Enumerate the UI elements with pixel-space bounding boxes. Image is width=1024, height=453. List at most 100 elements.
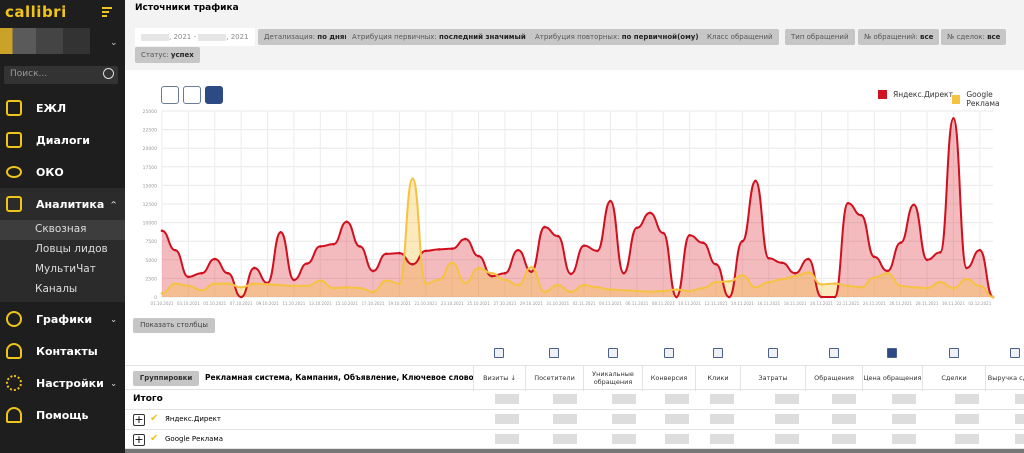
column-chart-icon[interactable] [549,348,559,358]
line-chart-button[interactable] [161,86,179,104]
table-row[interactable]: + ✔ Google Реклама [125,430,1024,449]
filter-status[interactable]: Статус: успех [135,47,200,63]
total-label: Итого [133,394,163,404]
blurred-cell [892,414,916,424]
y-tick-label: 5000 [146,258,158,264]
table-row[interactable]: + ✔ Яндекс.Директ [125,410,1024,430]
filters-bar: Источники трафика , 2021 - , 2021 Детали… [125,0,1024,70]
data-point [173,282,177,285]
data-point [793,274,797,278]
data-point [516,283,520,287]
legend-label: Google Реклама [966,90,1000,108]
x-tick-label: 15.10.2021 [335,301,358,306]
column-chart-icon[interactable] [607,348,618,358]
column-header[interactable]: Уникальные обращения [583,366,642,391]
sidebar-subitem-multichat[interactable]: МультиЧат [0,260,125,280]
sidebar-item-charts[interactable]: Графики ⌄ [0,303,125,335]
column-header[interactable]: Сделки [922,366,985,391]
x-tick-label: 24.11.2021 [863,301,886,306]
legend-google[interactable]: Google Реклама [952,90,1024,108]
x-tick-label: 30.11.2021 [942,301,965,306]
filter-detail[interactable]: Детализация: по дням [258,29,357,45]
blurred-cell [612,394,636,404]
legend-swatch [878,90,887,99]
chevron-down-icon: ⌄ [110,378,117,388]
data-point [714,280,718,284]
column-chart-icon[interactable] [1010,348,1020,358]
data-point [595,249,599,253]
column-chart-icon[interactable] [887,348,897,358]
menu-icon[interactable] [102,7,112,19]
sidebar-item-contacts[interactable]: Контакты [0,335,125,367]
data-point [820,283,823,286]
blurred-cell [495,434,519,444]
search-icon[interactable] [103,68,114,79]
column-chart-icon[interactable] [948,348,959,358]
legend-yandex[interactable]: Яндекс.Директ [878,90,953,99]
filter-attribution-primary[interactable]: Атрибуция первичных: последний значимый [346,29,532,45]
data-point [754,179,757,183]
search-input[interactable]: Поиск... [4,66,118,84]
column-header[interactable]: Визиты ↓ [473,366,525,391]
show-columns-button[interactable]: Показать столбцы [133,318,215,333]
groupings-button[interactable]: Группировки [133,371,199,386]
sidebar-item-ejl[interactable]: ЕЖЛ [0,92,125,124]
x-tick-label: 08.11.2021 [652,301,675,306]
data-point [978,248,982,252]
x-tick-label: 22.11.2021 [836,301,859,306]
filter-request-number[interactable]: № обращений: все [858,29,940,45]
sidebar-item-dialogs[interactable]: Диалоги [0,124,125,156]
sidebar-item-oko[interactable]: ОКО [0,156,125,188]
column-chart-icon[interactable] [828,348,839,358]
horizontal-scrollbar[interactable] [125,449,1024,453]
column-header[interactable]: Цена обращения [862,366,922,391]
filter-deal-number[interactable]: № сделок: все [941,29,1007,45]
column-chart-icon[interactable] [494,348,504,358]
data-point [490,271,494,275]
data-point [516,248,520,252]
sidebar-subitem-channels[interactable]: Каналы [0,280,125,302]
sidebar-item-analytics[interactable]: Аналитика ^ [0,188,125,220]
column-header[interactable]: Конверсия [642,366,695,391]
column-header[interactable]: Выручка сделка [985,366,1024,391]
blurred-cell [775,434,799,444]
pie-chart-button[interactable] [183,86,201,104]
data-point [292,278,296,282]
page-title: Источники трафика [135,3,239,13]
column-header[interactable]: Обращения [805,366,862,391]
area-chart-button[interactable] [205,86,223,104]
column-header[interactable]: Посетители [525,366,583,391]
data-point [253,266,256,270]
data-point [160,229,164,233]
filter-attribution-repeat[interactable]: Атрибуция повторных: по первичной(ому) [529,29,705,45]
column-chart-icon[interactable] [712,348,723,358]
legend-swatch [952,94,961,104]
data-point [424,249,428,253]
expand-icon[interactable]: + [133,433,145,446]
expand-icon[interactable]: + [133,413,145,426]
filter-request-type[interactable]: Тип обращений [785,29,855,45]
data-point [872,255,876,259]
line-google [161,177,994,298]
column-chart-icon[interactable] [767,348,778,358]
chevron-down-icon[interactable]: ⌄ [110,38,118,48]
account-selector[interactable] [0,28,90,54]
sidebar-subitem-skvoznaya[interactable]: Сквозная [0,220,125,240]
data-point [833,295,837,299]
data-point [450,247,454,250]
chat-icon [6,132,22,148]
y-tick-label: 22500 [143,128,157,134]
data-point [226,271,230,275]
filter-request-class[interactable]: Класс обращений [701,29,779,45]
sidebar-item-settings[interactable]: Настройки ⌄ [0,367,125,399]
column-header[interactable]: Затраты [740,366,805,391]
x-tick-label: 13.10.2021 [309,301,332,306]
sidebar-item-help[interactable]: Помощь [0,399,125,431]
x-tick-label: 25.10.2021 [467,301,490,306]
column-chart-icon[interactable] [663,348,674,358]
date-range-picker[interactable]: , 2021 - , 2021 [135,28,255,46]
column-header[interactable]: Клики [695,366,740,391]
data-point [609,199,612,203]
data-point [872,276,876,279]
sidebar-subitem-lead-catchers[interactable]: Ловцы лидов [0,240,125,260]
